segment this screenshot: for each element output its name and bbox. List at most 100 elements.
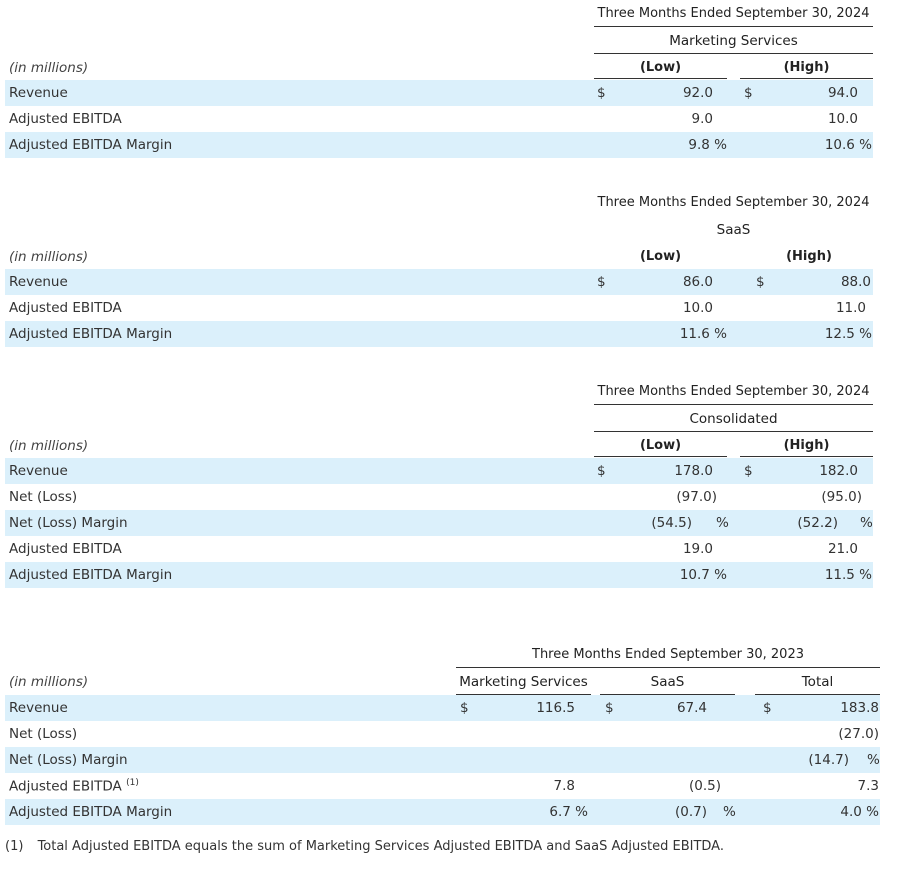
low-value: 178.0 xyxy=(674,463,713,479)
row-label: Revenue xyxy=(9,274,68,290)
high-value: 94.0 xyxy=(827,85,858,101)
column-header-saas: SaaS xyxy=(650,674,685,690)
high-value: 21.0 xyxy=(827,541,858,557)
row-label: Net (Loss) Margin xyxy=(9,752,128,768)
high-value: 182.0 xyxy=(819,463,858,479)
high-value: 88.0 xyxy=(840,274,871,290)
table-row: Adjusted EBITDA Margin 6.7 % (0.7) % 4.0… xyxy=(5,799,880,825)
row-label: Net (Loss) Margin xyxy=(9,515,128,531)
row-label: Revenue xyxy=(9,700,68,716)
total-value: (14.7) xyxy=(808,752,849,768)
high-header: (High) xyxy=(783,60,830,75)
segment-header: SaaS xyxy=(716,222,751,238)
period-header: Three Months Ended September 30, 2024 xyxy=(597,384,870,399)
column-header-marketing-services: Marketing Services xyxy=(459,674,588,690)
table-row: Adjusted EBITDA Margin 10.7 % 11.5 % xyxy=(5,562,873,588)
low-value: 10.7 % xyxy=(679,567,727,583)
table-row: Net (Loss) Margin (14.7) % xyxy=(5,747,880,773)
low-value: (97.0) xyxy=(676,489,717,505)
low-value: 19.0 xyxy=(682,541,713,557)
high-value: (95.0) xyxy=(821,489,862,505)
low-value: 9.8 % xyxy=(688,137,727,153)
saas-value: (0.7) xyxy=(674,804,707,820)
row-label: Adjusted EBITDA xyxy=(9,300,122,316)
table-row: Net (Loss) (27.0) xyxy=(5,721,880,747)
total-value: 4.0 % xyxy=(840,804,879,820)
low-header: (Low) xyxy=(639,438,682,453)
table-row: Adjusted EBITDA Margin 11.6 % 12.5 % xyxy=(5,321,873,347)
divider xyxy=(594,404,873,405)
divider xyxy=(594,78,727,79)
row-label: Adjusted EBITDA xyxy=(9,111,122,127)
low-value: (54.5) xyxy=(651,515,692,531)
divider xyxy=(740,78,873,79)
high-header: (High) xyxy=(783,438,830,453)
row-label: Revenue xyxy=(9,85,68,101)
high-value: 12.5 % xyxy=(824,326,872,342)
total-value: (27.0) xyxy=(838,726,879,742)
table-row: Revenue $ 178.0 $ 182.0 xyxy=(5,458,873,484)
segment-header: Consolidated xyxy=(689,411,778,427)
row-label: Adjusted EBITDA Margin xyxy=(9,326,173,342)
low-value: 10.0 xyxy=(682,300,713,316)
dollar-sign: $ xyxy=(597,463,606,479)
table-row: Net (Loss) (97.0) (95.0) xyxy=(5,484,873,510)
divider xyxy=(755,694,880,695)
table-row: Adjusted EBITDA (1) 7.8 (0.5) 7.3 xyxy=(5,773,880,799)
percent-sign: % xyxy=(867,752,880,768)
high-value: 10.6 % xyxy=(824,137,872,153)
table-row: Adjusted EBITDA Margin 9.8 % 10.6 % xyxy=(5,132,873,158)
percent-sign: % xyxy=(723,804,736,820)
table-row: Adjusted EBITDA 10.0 11.0 xyxy=(5,295,873,321)
dollar-sign: $ xyxy=(597,274,606,290)
row-label-text: Adjusted EBITDA xyxy=(9,778,122,795)
table-row: Revenue $ 86.0 $ 88.0 xyxy=(5,269,873,295)
units-label: (in millions) xyxy=(9,674,89,690)
column-header-total: Total xyxy=(801,674,834,690)
dollar-sign: $ xyxy=(756,274,765,290)
divider xyxy=(594,456,727,457)
period-header: Three Months Ended September 30, 2024 xyxy=(597,195,870,210)
dollar-sign: $ xyxy=(460,700,469,716)
row-label: Adjusted EBITDA Margin xyxy=(9,137,173,153)
divider xyxy=(600,694,735,695)
segment-header: Marketing Services xyxy=(669,33,798,49)
divider xyxy=(740,456,873,457)
row-label: Adjusted EBITDA xyxy=(9,541,122,557)
table-row: Adjusted EBITDA 19.0 21.0 xyxy=(5,536,873,562)
footnote: (1) Total Adjusted EBITDA equals the sum… xyxy=(5,839,724,854)
percent-sign: % xyxy=(716,515,729,531)
low-value: 92.0 xyxy=(682,85,713,101)
units-label: (in millions) xyxy=(9,60,89,76)
period-header: Three Months Ended September 30, 2024 xyxy=(597,6,870,21)
row-label: Adjusted EBITDA Margin xyxy=(9,804,173,820)
units-label: (in millions) xyxy=(9,249,89,265)
saas-value: 67.4 xyxy=(676,700,707,716)
high-header: (High) xyxy=(786,249,832,264)
dollar-sign: $ xyxy=(744,85,753,101)
footnote-marker: (1) xyxy=(5,839,24,854)
high-value: 11.5 % xyxy=(824,567,872,583)
table-row: Adjusted EBITDA 9.0 10.0 xyxy=(5,106,873,132)
saas-value: (0.5) xyxy=(688,778,721,794)
low-value: 9.0 xyxy=(691,111,713,127)
high-value: (52.2) xyxy=(797,515,838,531)
period-header: Three Months Ended September 30, 2023 xyxy=(532,647,804,662)
high-value: 10.0 xyxy=(827,111,858,127)
dollar-sign: $ xyxy=(763,700,772,716)
divider xyxy=(594,26,873,27)
high-value: 11.0 xyxy=(835,300,866,316)
divider xyxy=(456,667,880,668)
total-value: 183.8 xyxy=(840,700,879,716)
marketing-services-value: 7.8 xyxy=(553,778,575,794)
footnote-text: Total Adjusted EBITDA equals the sum of … xyxy=(37,839,724,854)
low-value: 11.6 % xyxy=(679,326,727,342)
percent-sign: % xyxy=(860,515,873,531)
table-row: Revenue $ 92.0 $ 94.0 xyxy=(5,80,873,106)
footnote-ref: (1) xyxy=(126,778,139,788)
low-header: (Low) xyxy=(639,249,682,264)
dollar-sign: $ xyxy=(597,85,606,101)
total-value: 7.3 xyxy=(857,778,879,794)
row-label: Adjusted EBITDA Margin xyxy=(9,567,173,583)
marketing-services-value: 116.5 xyxy=(536,700,575,716)
